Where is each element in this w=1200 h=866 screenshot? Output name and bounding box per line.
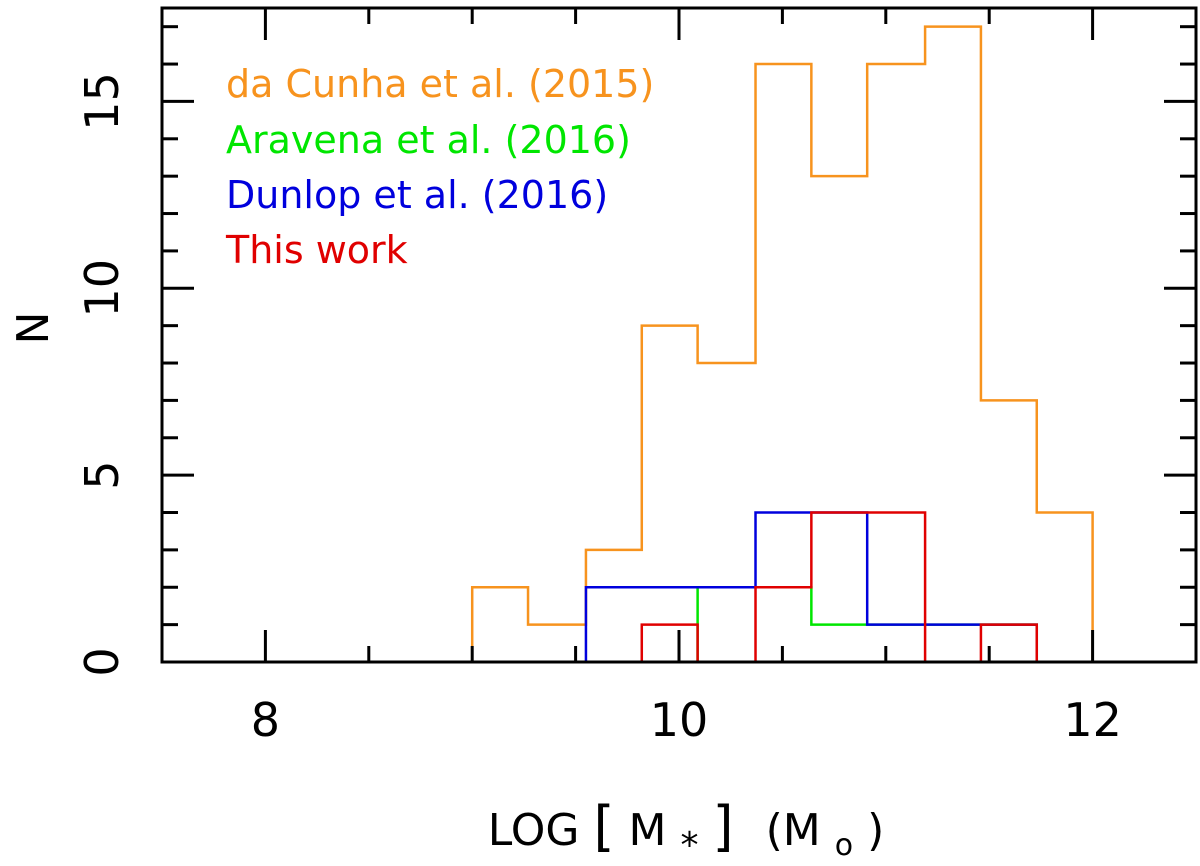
y-tick-label: 0 (75, 647, 129, 676)
x-tick-label: 12 (1063, 693, 1122, 747)
y-axis-label: N (8, 312, 59, 345)
x-axis-label-bracket-open: [ (593, 795, 614, 858)
x-axis-label-unit-open: (M (766, 805, 821, 856)
x-axis-label-star: * (680, 825, 698, 866)
series-da-cunha-et-al-2015 (470, 25, 1094, 662)
x-axis-label: LOG [ M * ] (M o ) (488, 795, 884, 866)
x-axis-label-bracket-close: ] (712, 795, 733, 858)
y-tick-label: 10 (75, 259, 129, 318)
legend-entry-dunlop: Dunlop et al. (2016) (226, 173, 608, 217)
x-axis-label-unit-close: ) (867, 805, 884, 856)
series-this-work (640, 511, 1039, 664)
x-tick-label: 8 (251, 693, 280, 747)
y-tick-label: 5 (75, 461, 129, 490)
legend-entry-this-work: This work (225, 228, 408, 272)
x-axis-label-prefix: LOG (488, 805, 580, 856)
legend-entry-da-cunha: da Cunha et al. (2015) (226, 62, 654, 106)
x-axis-label-unit-sub: o (835, 828, 853, 863)
ticks-layer (160, 8, 1198, 664)
legend: da Cunha et al. (2015) Aravena et al. (2… (225, 62, 654, 272)
x-tick-label: 10 (650, 693, 709, 747)
tick-labels-layer: 8 10 12 0 5 10 15 (75, 72, 1122, 747)
legend-entry-aravena: Aravena et al. (2016) (226, 118, 631, 162)
y-tick-label: 15 (75, 72, 129, 131)
x-axis-label-mass: M (629, 805, 667, 856)
